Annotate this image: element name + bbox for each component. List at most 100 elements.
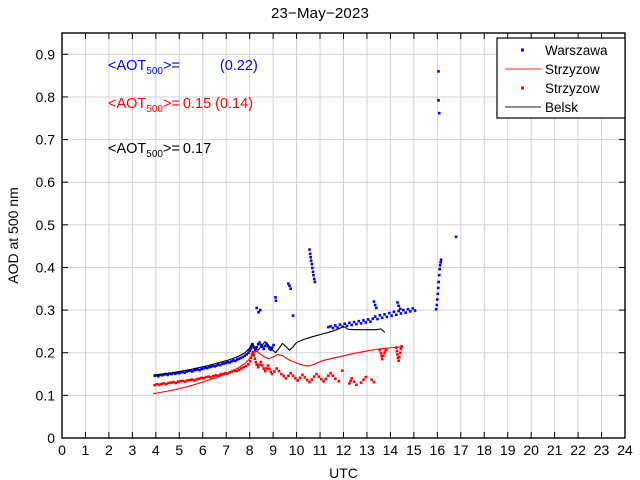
data-point — [398, 351, 402, 355]
annotation-warszawa-mean: <AOT500>= (0.22) — [108, 58, 258, 77]
x-tick-label: 3 — [128, 442, 136, 458]
data-point — [397, 359, 400, 363]
data-point — [399, 312, 403, 315]
data-point — [202, 367, 205, 370]
data-point — [235, 358, 239, 361]
annotation-subscript: 500 — [146, 149, 163, 160]
y-tick-label: 0.7 — [36, 132, 56, 148]
data-point — [454, 235, 458, 239]
data-point — [326, 325, 330, 329]
data-point — [411, 307, 414, 310]
data-point — [270, 372, 274, 376]
data-point — [244, 364, 248, 368]
legend-item-belsk-3[interactable]: Belsk — [505, 100, 578, 115]
data-point — [315, 372, 318, 376]
data-point — [249, 356, 253, 360]
data-point — [275, 367, 278, 370]
data-point — [187, 369, 190, 373]
data-point — [255, 345, 258, 349]
data-point — [181, 379, 185, 383]
data-point — [350, 377, 354, 380]
data-point — [179, 371, 183, 374]
data-point — [384, 348, 388, 352]
data-point — [322, 380, 325, 383]
annotation-paren-value: (0.14) — [215, 96, 253, 112]
data-point — [214, 374, 217, 377]
data-point — [399, 347, 403, 351]
data-point — [352, 320, 356, 324]
y-axis-label: AOD at 500 nm — [5, 187, 21, 284]
data-point — [196, 368, 200, 371]
x-tick-label: 8 — [246, 442, 254, 458]
data-point — [333, 324, 337, 327]
data-point — [197, 377, 201, 381]
data-point — [263, 344, 267, 348]
x-tick-label: 0 — [58, 442, 66, 458]
annotation-suffix: >= — [163, 141, 180, 157]
legend-item-strzyzow-2[interactable]: Strzyzow — [521, 81, 600, 96]
data-point — [437, 280, 441, 284]
axis-ticks: 0 1 2 3 4 5 6 7 8 9 10 11 12 13 14 15 16 17 18 19 20 21 22 23 24… — [36, 33, 633, 458]
data-point — [291, 374, 295, 378]
data-point — [436, 298, 439, 301]
data-point — [380, 357, 384, 361]
data-point — [312, 277, 316, 281]
y-tick-label: 0.5 — [36, 217, 56, 233]
data-point — [192, 368, 196, 372]
data-point — [301, 373, 304, 377]
data-point — [329, 325, 332, 328]
data-point — [189, 369, 192, 372]
x-tick-label: 15 — [406, 442, 422, 458]
data-point — [245, 353, 248, 356]
data-point — [343, 322, 346, 326]
data-point — [308, 380, 311, 384]
data-point — [369, 320, 372, 323]
series-strzyzow-1 — [152, 346, 403, 395]
data-point — [266, 364, 270, 367]
data-point — [406, 307, 410, 311]
data-point — [385, 315, 389, 319]
annotation-suffix: >= — [163, 96, 180, 112]
data-point — [226, 372, 229, 375]
data-point — [239, 356, 243, 360]
data-point — [209, 365, 213, 369]
data-point — [256, 365, 260, 369]
data-point — [291, 314, 295, 317]
data-point — [234, 359, 237, 363]
data-point — [394, 313, 398, 317]
annotation-text: <AOT500>= (0.22) — [108, 58, 258, 77]
y-tick-label: 0.2 — [36, 345, 56, 361]
data-point — [400, 345, 403, 348]
y-tick-label: 0.8 — [36, 89, 56, 105]
data-point — [160, 382, 163, 386]
data-point — [387, 311, 391, 315]
data-point — [230, 359, 233, 363]
data-point — [337, 380, 341, 383]
data-point — [394, 346, 398, 349]
data-point — [438, 267, 441, 271]
data-point — [212, 374, 215, 378]
data-point — [160, 374, 164, 377]
data-point — [237, 357, 241, 361]
y-tick-label: 0.3 — [36, 302, 56, 318]
data-point — [237, 368, 241, 372]
data-point — [273, 370, 276, 373]
data-point — [380, 354, 383, 358]
legend-item-strzyzow-1[interactable]: Strzyzow — [505, 62, 600, 77]
data-point — [224, 361, 228, 365]
data-point — [310, 262, 314, 266]
data-point — [194, 368, 198, 372]
data-point — [242, 365, 246, 369]
x-tick-label: 16 — [430, 442, 446, 458]
legend-item-warszawa-0[interactable]: Warszawa — [521, 43, 608, 58]
data-point — [396, 301, 399, 304]
data-point — [308, 248, 311, 251]
data-point — [357, 319, 361, 323]
data-point — [248, 359, 252, 363]
data-point — [409, 310, 412, 313]
data-point — [207, 375, 210, 378]
data-point — [274, 296, 277, 299]
page-title: 23−May−2023 — [270, 5, 370, 22]
data-point — [287, 282, 290, 285]
data-point — [200, 367, 203, 371]
